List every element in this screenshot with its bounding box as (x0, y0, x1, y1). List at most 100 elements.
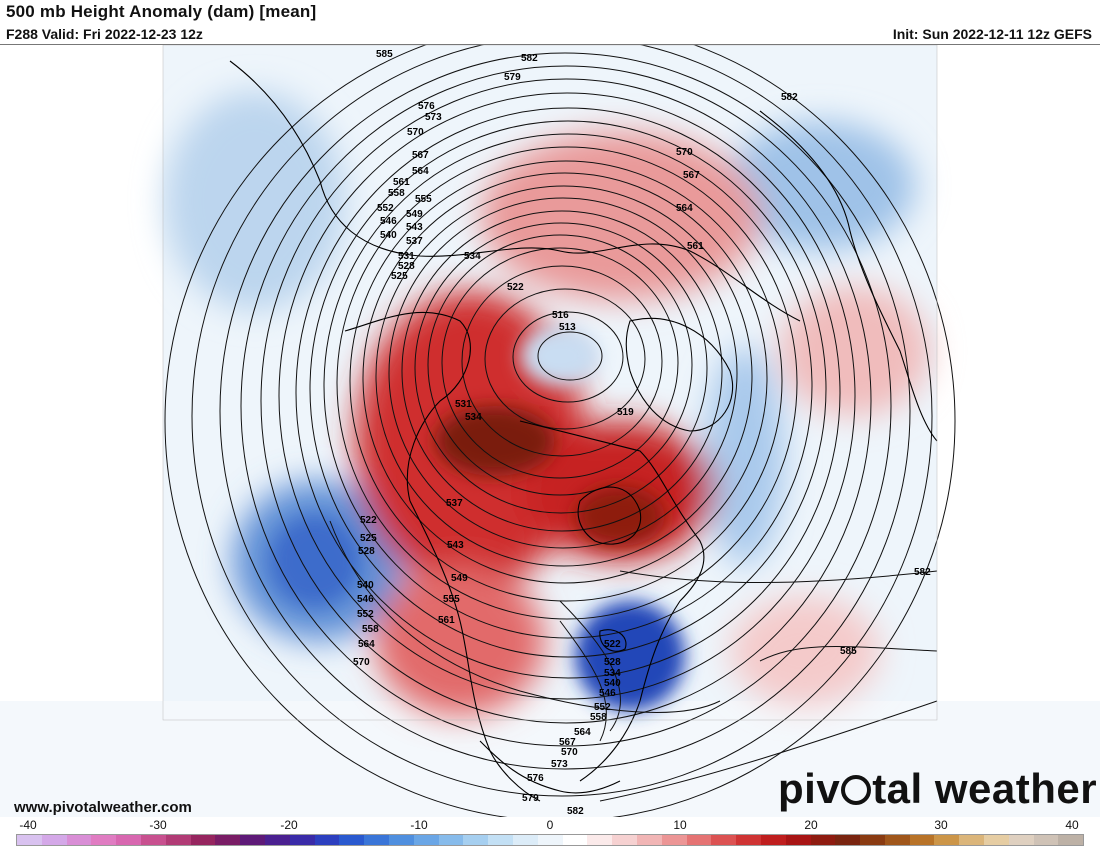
coastline-europe (759, 110, 938, 442)
colorbar-swatch (1033, 835, 1059, 845)
contour-label: 567 (559, 737, 576, 748)
contour-label: 570 (407, 127, 424, 138)
coastline-hudson-bay (577, 486, 642, 545)
contour-line (559, 620, 607, 742)
coastline-east-us (579, 600, 681, 782)
contour-label: 558 (388, 188, 405, 199)
header: 500 mb Height Anomaly (dam) [mean] F288 … (0, 0, 1100, 44)
contour-label: 570 (561, 747, 578, 758)
contour-line (323, 133, 813, 639)
contour-label: 525 (360, 533, 377, 544)
contour-line (240, 65, 892, 747)
colorbar-swatch (959, 835, 985, 845)
anomaly-scandinavia-trough (725, 121, 915, 251)
colorbar-swatch (66, 835, 92, 845)
colorbar-swatch (537, 835, 563, 845)
colorbar-swatch (116, 835, 141, 845)
anomaly-west-coast-ridge (375, 566, 545, 716)
colorbar-tick: 30 (934, 818, 948, 832)
logo-ring-icon (841, 775, 872, 805)
anomaly-north-pacific-trough (165, 91, 345, 311)
contour-line (164, 45, 956, 817)
contour-label: 543 (447, 540, 464, 551)
anomaly-western-europe-ridge (780, 286, 930, 416)
colorbar-swatch (934, 835, 960, 845)
logo-text-right: tal weather (872, 765, 1098, 812)
map-frame: 585 582 579 576 573 570 567 564 561 558 … (0, 44, 1100, 817)
colorbar-tick: -10 (410, 818, 428, 832)
colorbar-swatch (810, 835, 836, 845)
contour-line (336, 146, 798, 620)
contour-line (427, 234, 693, 496)
contour-line (537, 331, 603, 381)
coastline-north-america-west (409, 500, 541, 802)
contour-label: 543 (406, 222, 423, 233)
map-title: 500 mb Height Anomaly (dam) [mean] (6, 2, 317, 21)
contour-line (191, 45, 933, 797)
colorbar-swatch (264, 835, 290, 845)
colorbar-tick: 0 (546, 818, 554, 832)
colorbar-swatch (364, 835, 389, 845)
contour-label: 546 (380, 216, 397, 227)
coastline-canada-arctic (519, 420, 705, 602)
contour-line (375, 185, 753, 567)
contour-line (512, 311, 624, 403)
colorbar-swatch (785, 835, 811, 845)
contour-label: 552 (594, 702, 611, 713)
logo-text-left: piv (778, 765, 841, 812)
colorbar-swatch (884, 835, 910, 845)
contour-label: 534 (604, 668, 621, 679)
contour-line (559, 600, 621, 732)
contour-label: 549 (406, 209, 423, 220)
height-contours (164, 45, 956, 817)
contour-label: 567 (683, 170, 700, 181)
height-anomaly-map: 585 582 579 576 573 570 567 564 561 558 … (0, 45, 1100, 817)
contour-label: 522 (507, 282, 524, 293)
colorbar-swatch (562, 835, 588, 845)
contour-labels: 585 582 579 576 573 570 567 564 561 558 … (353, 49, 931, 817)
contour-label: 555 (443, 594, 460, 605)
colorbar-swatch (909, 835, 935, 845)
contour-line (461, 265, 663, 457)
colorbar-swatch (438, 835, 464, 845)
colorbar-ticks: -40 -30 -20 -10 0 10 20 30 40 (0, 818, 1100, 832)
valid-time: F288 Valid: Fri 2022-12-23 12z (6, 26, 203, 42)
contour-line (599, 700, 938, 802)
contour-label: 546 (357, 594, 374, 605)
colorbar-swatch (165, 835, 191, 845)
colorbar-tick: 10 (673, 818, 687, 832)
contour-line (441, 247, 679, 479)
colorbar-swatch (314, 835, 340, 845)
contour-label: 585 (840, 646, 857, 657)
contour-label: 546 (599, 688, 616, 699)
contour-line (309, 120, 827, 658)
contour-label: 585 (376, 49, 393, 60)
colorbar-swatch (661, 835, 687, 845)
contour-line (414, 222, 708, 514)
anomaly-alaska-core (435, 406, 555, 476)
contour-line (401, 210, 723, 532)
contour-label: 567 (412, 150, 429, 161)
coastline-asia (229, 60, 801, 322)
contour-label: 576 (527, 773, 544, 784)
contour-label: 513 (559, 322, 576, 333)
contour-label: 564 (412, 166, 429, 177)
colorbar-swatch (587, 835, 613, 845)
contour-label: 528 (398, 261, 415, 272)
colorbar-swatch (41, 835, 67, 845)
site-url: www.pivotalweather.com (14, 799, 192, 816)
contour-label: 582 (567, 806, 584, 817)
contour-label: 516 (552, 310, 569, 321)
anomaly-greenland-trough (705, 346, 785, 566)
contour-label: 573 (425, 112, 442, 123)
colorbar-swatch (215, 835, 241, 845)
colorbar-tick: -20 (280, 818, 298, 832)
contour-label: 579 (504, 72, 521, 83)
contour-label: 552 (377, 203, 394, 214)
colorbar-swatch (835, 835, 861, 845)
contour-label: 582 (781, 92, 798, 103)
contour-label: 573 (551, 759, 568, 770)
contour-line (759, 646, 938, 662)
contour-label: 534 (464, 251, 481, 262)
contour-label: 561 (393, 177, 410, 188)
